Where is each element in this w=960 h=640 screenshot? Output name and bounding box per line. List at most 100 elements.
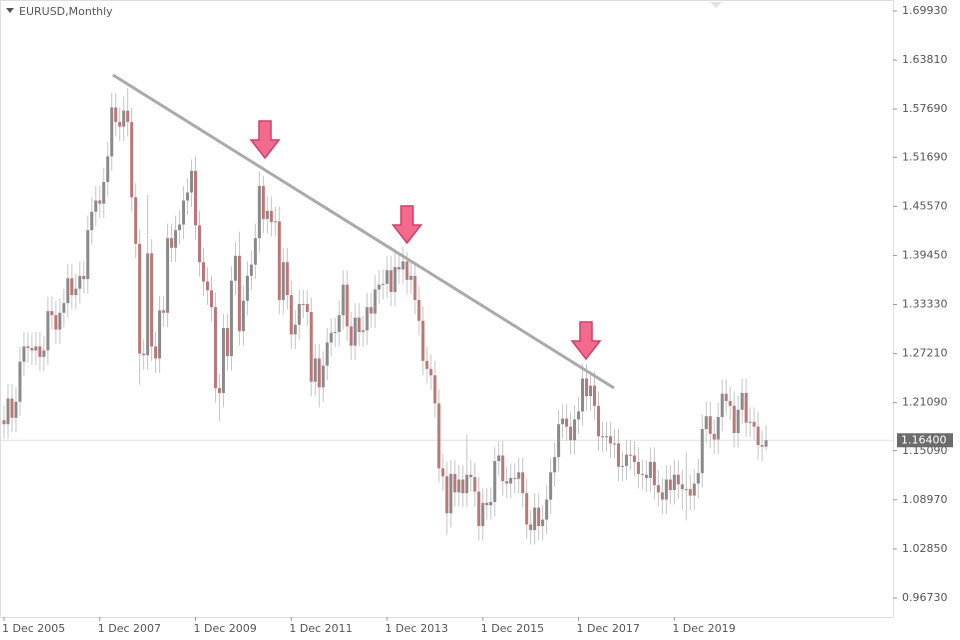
candle-body [297, 303, 301, 325]
candle-body [676, 474, 680, 485]
candle-body [130, 121, 134, 198]
candle-body [233, 255, 237, 281]
candle-body [585, 378, 589, 397]
candle-body [589, 385, 593, 397]
x-tick-label: 1 Dec 2013 [385, 622, 448, 635]
candle-body [126, 110, 130, 122]
plot [0, 88, 893, 545]
candle-body [337, 315, 341, 332]
x-tick-label: 1 Dec 2015 [481, 622, 544, 635]
candle-body [245, 275, 249, 301]
candle-body [58, 312, 62, 330]
candle-body [449, 473, 453, 514]
candle-body [18, 361, 22, 402]
candle-body [325, 342, 329, 366]
y-tick-label: 1.45570 [902, 199, 948, 212]
candle-body [317, 358, 321, 388]
candle-body [253, 238, 257, 265]
y-tick-label: 1.21090 [902, 396, 948, 409]
last-price-box [897, 433, 953, 448]
candle-body [401, 261, 405, 270]
candle-body [608, 436, 612, 444]
candle-body [465, 474, 469, 494]
candle-body [748, 421, 752, 423]
candle-body [170, 238, 174, 248]
candle-body [225, 327, 229, 357]
candle-body [636, 461, 640, 474]
candle-body [30, 348, 34, 351]
candle-body [489, 502, 493, 506]
candle-body [293, 324, 297, 335]
candle-body [569, 426, 573, 441]
candle-body [209, 290, 213, 308]
candle-body [78, 275, 82, 289]
candle-body [385, 270, 389, 284]
candle-body [146, 253, 150, 356]
candle-body [361, 330, 365, 332]
candle-body [541, 519, 545, 527]
candle-body [505, 481, 509, 484]
candle-body [405, 261, 409, 280]
candle-body [333, 331, 337, 333]
candle-body [54, 315, 58, 330]
candle-body [341, 284, 345, 316]
candle-body [740, 392, 744, 410]
candle-body [353, 317, 357, 346]
candle-body [652, 461, 656, 486]
candle-body [521, 472, 525, 494]
candle-body [110, 107, 114, 157]
candle-body [66, 278, 70, 304]
candle-body [82, 275, 86, 280]
candle-body [756, 426, 760, 446]
candle-body [461, 479, 465, 494]
candle-body [577, 411, 581, 420]
candle-body [162, 310, 166, 313]
candle-body [612, 443, 616, 445]
shift-marker [710, 2, 722, 8]
candle-body [425, 360, 429, 369]
candle-body [38, 346, 42, 357]
candle-body [696, 473, 700, 484]
candle-body [481, 502, 485, 527]
candle-body [664, 479, 668, 500]
candle-body [34, 346, 38, 351]
arrow [570, 321, 602, 361]
candle-body [301, 303, 305, 305]
candle-body [509, 477, 513, 484]
last-price-label: 1.16400 [901, 433, 947, 446]
candle-body [194, 170, 198, 226]
candle-body [190, 170, 194, 193]
candle-body [433, 375, 437, 404]
candle-body [700, 429, 704, 474]
candle-body [441, 468, 445, 477]
candle-body [640, 473, 644, 475]
candle-body [501, 455, 505, 482]
candle-body [668, 479, 672, 490]
candle-body [389, 270, 393, 292]
y-tick-label: 1.08970 [902, 493, 948, 506]
candle-body [525, 493, 529, 525]
candle-body [134, 197, 138, 244]
candle-body [688, 489, 692, 496]
candle-body [573, 419, 577, 441]
candle-body [313, 358, 317, 382]
candle-body [704, 416, 708, 430]
candle-body [473, 477, 477, 492]
candle-body [553, 457, 557, 473]
title-marker [6, 8, 14, 13]
candle-body [349, 326, 353, 346]
candle-body [549, 472, 553, 500]
candle-body [744, 392, 748, 423]
candle-body [469, 474, 473, 478]
candle-body [174, 230, 178, 248]
arrows [249, 120, 602, 361]
candle-body [684, 489, 688, 491]
candle-body [94, 200, 98, 212]
candle-body [429, 368, 433, 376]
y-tick-label: 1.33330 [902, 297, 948, 310]
y-tick-label: 1.27210 [902, 347, 948, 360]
candle-body [581, 378, 585, 412]
candle-body [409, 275, 413, 280]
candle-body [537, 507, 541, 527]
